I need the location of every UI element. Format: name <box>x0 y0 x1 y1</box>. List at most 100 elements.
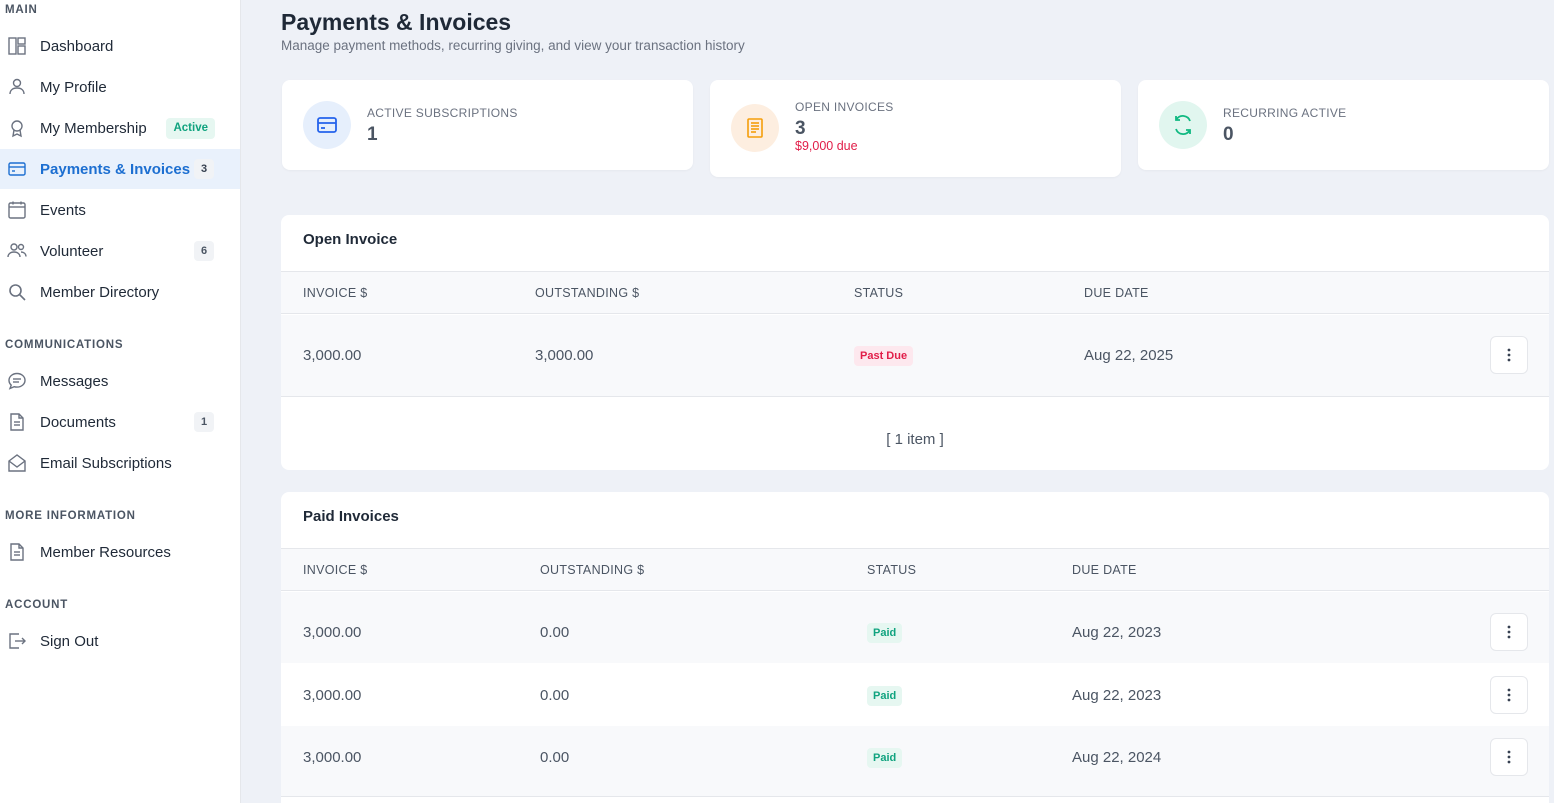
table-row[interactable]: 3,000.00 3,000.00 Past Due Aug 22, 2025 <box>281 315 1549 397</box>
status-badge: Paid <box>867 686 903 706</box>
due-date: Aug 22, 2023 <box>1072 687 1162 704</box>
column-header-due-date: DUE DATE <box>1072 563 1137 577</box>
sidebar-item-label: Member Resources <box>40 543 171 561</box>
mail-icon <box>7 453 27 473</box>
sidebar-item-dashboard[interactable]: Dashboard <box>0 26 240 66</box>
page-title: Payments & Invoices <box>281 9 512 35</box>
outstanding-amount: 0.00 <box>540 624 570 641</box>
sidebar-item-label: Email Subscriptions <box>40 454 172 472</box>
sidebar-item-member-directory[interactable]: Member Directory <box>0 272 240 312</box>
column-header-outstanding: OUTSTANDING $ <box>540 563 645 577</box>
invoice-amount: 3,000.00 <box>303 749 362 766</box>
invoice-amount: 3,000.00 <box>303 347 362 364</box>
outstanding-amount: 0.00 <box>540 749 570 766</box>
column-header-invoice: INVOICE $ <box>303 563 368 577</box>
stat-label: RECURRING ACTIVE <box>1223 106 1347 120</box>
column-header-outstanding: OUTSTANDING $ <box>535 286 640 300</box>
due-date: Aug 22, 2023 <box>1072 624 1162 641</box>
sidebar-item-volunteer[interactable]: Volunteer 6 <box>0 231 240 271</box>
invoice-amount: 3,000.00 <box>303 687 362 704</box>
outstanding-amount: 0.00 <box>540 687 570 704</box>
sidebar-item-label: Member Directory <box>40 283 160 301</box>
table-row[interactable]: 3,000.00 0.00 Paid Aug 22, 2024 <box>281 726 1549 797</box>
sidebar: MAIN Dashboard My Profile My Membership … <box>0 0 241 803</box>
user-icon <box>7 77 27 97</box>
paid-invoices-panel: Paid Invoices INVOICE $ OUTSTANDING $ ST… <box>281 492 1549 803</box>
stat-amount-due: $9,000 due <box>795 139 858 153</box>
dashboard-icon <box>7 36 27 56</box>
table-header: INVOICE $ OUTSTANDING $ STATUS DUE DATE <box>281 548 1549 591</box>
sidebar-item-documents[interactable]: Documents 1 <box>0 402 240 442</box>
stat-label: ACTIVE SUBSCRIPTIONS <box>367 106 518 120</box>
sidebar-item-my-profile[interactable]: My Profile <box>0 67 240 107</box>
section-label-communications: COMMUNICATIONS <box>5 339 124 351</box>
stat-value: 1 <box>367 124 378 145</box>
sidebar-item-label: My Membership <box>40 119 147 137</box>
sidebar-item-member-resources[interactable]: Member Resources <box>0 532 240 572</box>
table-header: INVOICE $ OUTSTANDING $ STATUS DUE DATE <box>281 271 1549 314</box>
panel-title: Open Invoice <box>303 231 398 248</box>
users-icon <box>7 241 27 261</box>
page-subtitle: Manage payment methods, recurring giving… <box>281 38 745 53</box>
sidebar-item-payments-invoices[interactable]: Payments & Invoices 3 <box>0 149 240 189</box>
sidebar-item-label: Documents <box>40 413 116 431</box>
sidebar-item-my-membership[interactable]: My Membership Active <box>0 108 240 148</box>
award-icon <box>7 118 27 138</box>
chat-icon <box>7 371 27 391</box>
status-badge: Past Due <box>854 346 914 366</box>
column-header-due-date: DUE DATE <box>1084 286 1149 300</box>
section-label-main: MAIN <box>5 4 38 16</box>
due-date: Aug 22, 2024 <box>1072 749 1162 766</box>
sidebar-item-label: Sign Out <box>40 632 99 650</box>
more-vertical-icon <box>1507 348 1511 362</box>
outstanding-amount: 3,000.00 <box>535 347 594 364</box>
refresh-icon <box>1159 101 1207 149</box>
document-icon <box>7 412 27 432</box>
count-badge: 3 <box>194 159 214 179</box>
due-date: Aug 22, 2025 <box>1084 347 1174 364</box>
sidebar-item-email-subscriptions[interactable]: Email Subscriptions <box>0 443 240 483</box>
sidebar-item-label: Events <box>40 201 86 219</box>
row-actions-button[interactable] <box>1490 676 1528 714</box>
row-actions-button[interactable] <box>1490 336 1528 374</box>
column-header-status: STATUS <box>854 286 904 300</box>
column-header-invoice: INVOICE $ <box>303 286 368 300</box>
sidebar-item-label: Payments & Invoices <box>40 160 191 178</box>
invoice-amount: 3,000.00 <box>303 624 362 641</box>
search-icon <box>7 282 27 302</box>
table-row[interactable]: 3,000.00 0.00 Paid Aug 22, 2023 <box>281 663 1549 726</box>
table-row[interactable]: 3,000.00 0.00 Paid Aug 22, 2023 <box>281 592 1549 663</box>
sidebar-item-messages[interactable]: Messages <box>0 361 240 401</box>
status-badge: Active <box>166 117 215 139</box>
status-badge: Paid <box>867 748 903 768</box>
stat-card-recurring-active: RECURRING ACTIVE 0 <box>1138 80 1549 170</box>
stat-value: 3 <box>795 118 806 139</box>
stat-card-open-invoices: OPEN INVOICES 3 $9,000 due <box>710 80 1121 177</box>
sidebar-item-label: Dashboard <box>40 37 114 55</box>
open-invoice-panel: Open Invoice INVOICE $ OUTSTANDING $ STA… <box>281 215 1549 470</box>
sidebar-item-label: Volunteer <box>40 242 104 260</box>
stat-label: OPEN INVOICES <box>795 100 894 114</box>
sidebar-item-events[interactable]: Events <box>0 190 240 230</box>
credit-card-icon <box>303 101 351 149</box>
calendar-icon <box>7 200 27 220</box>
invoice-icon <box>731 104 779 152</box>
item-count: [ 1 item ] <box>886 431 944 448</box>
sidebar-item-sign-out[interactable]: Sign Out <box>0 621 240 661</box>
stat-card-active-subscriptions: ACTIVE SUBSCRIPTIONS 1 <box>282 80 693 170</box>
stat-value: 0 <box>1223 124 1234 145</box>
more-vertical-icon <box>1507 625 1511 639</box>
document-icon <box>7 542 27 562</box>
more-vertical-icon <box>1507 688 1511 702</box>
panel-title: Paid Invoices <box>303 508 399 525</box>
row-actions-button[interactable] <box>1490 738 1528 776</box>
more-vertical-icon <box>1507 750 1511 764</box>
count-badge: 6 <box>194 241 214 261</box>
section-label-account: ACCOUNT <box>5 599 69 611</box>
row-actions-button[interactable] <box>1490 613 1528 651</box>
column-header-status: STATUS <box>867 563 917 577</box>
credit-card-icon <box>7 159 27 179</box>
sidebar-item-label: Messages <box>40 372 109 390</box>
sign-out-icon <box>7 631 27 651</box>
count-badge: 1 <box>194 412 214 432</box>
